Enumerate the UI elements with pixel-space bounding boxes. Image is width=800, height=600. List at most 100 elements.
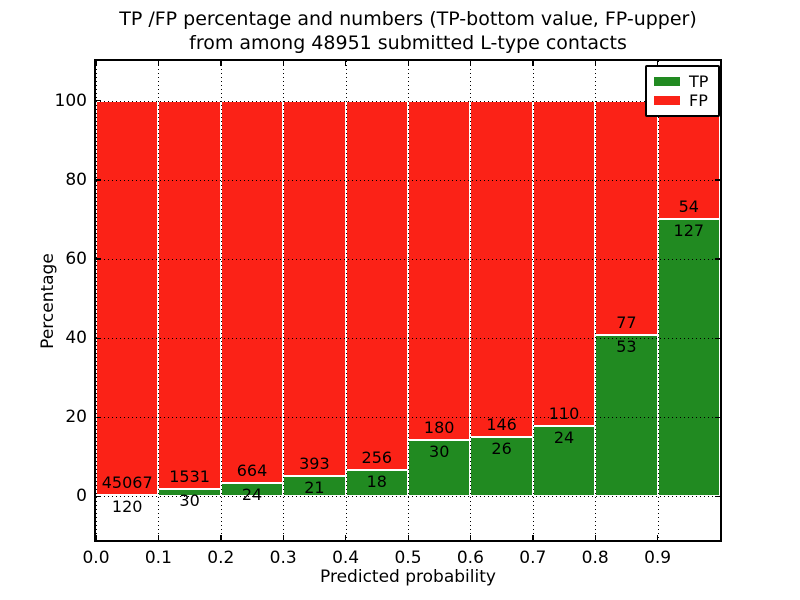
y-tick-mark-right [715, 495, 720, 498]
x-tick-mark [220, 535, 222, 540]
y-tick-label: 60 [65, 248, 87, 269]
y-tick-mark [96, 258, 101, 260]
gridline-vertical [532, 61, 534, 540]
annotation-tp-count: 127 [673, 220, 705, 240]
bar-segment-tp [595, 335, 658, 497]
plot-area: TP FP 45067 120 1531 30 664 24 393 21 256 18 180 30 1… [55, 59, 722, 568]
x-tick-label: 0.3 [269, 548, 297, 568]
gridline-vertical [470, 61, 472, 540]
x-tick-mark [532, 535, 534, 540]
x-tick-label: 0.4 [332, 548, 360, 568]
annotation-fp-count: 77 [616, 313, 637, 333]
annotation-fp-count: 256 [361, 448, 393, 468]
annotation-fp-count: 1531 [169, 466, 210, 486]
annotation-tp-count: 21 [304, 478, 325, 498]
y-tick-mark-right [715, 179, 720, 181]
bar-segment-fp [283, 100, 346, 477]
annotation-fp-count: 664 [236, 460, 268, 480]
bar-segment-tp [657, 218, 720, 497]
bar-segment-tp [470, 436, 533, 497]
y-tick-label: 20 [65, 407, 87, 428]
legend-item-tp: TP [654, 72, 718, 91]
gridline-vertical [657, 61, 659, 540]
x-tick-mark-top [594, 61, 597, 66]
y-tick-mark-right [715, 337, 720, 339]
x-tick-label: 0.5 [394, 548, 422, 568]
legend: TP FP [645, 65, 720, 117]
y-tick-mark [96, 100, 101, 102]
gridline-vertical [345, 61, 347, 540]
x-tick-label: 0.6 [456, 548, 484, 568]
bar-segment-fp [657, 100, 720, 219]
x-tick-mark [407, 535, 409, 540]
chart-title: TP /FP percentage and numbers (TP-bottom… [96, 7, 720, 55]
annotation-fp-count: 180 [423, 417, 455, 437]
chart-title-line2: from among 48951 submitted L-type contac… [189, 32, 627, 54]
y-tick-mark [96, 495, 101, 498]
gridline-vertical [220, 61, 222, 540]
bar-segment-fp [408, 100, 471, 440]
bar-segment-fp [220, 100, 284, 483]
y-axis-label: Percentage [38, 253, 58, 349]
annotation-fp-count: 146 [486, 414, 517, 434]
annotation-tp-count: 30 [179, 490, 200, 510]
bar-segment-fp [158, 100, 221, 489]
annotation-tp-count: 53 [616, 337, 637, 357]
bar-segment-tp [408, 439, 471, 497]
annotation-tp-count: 24 [241, 484, 263, 504]
y-tick-mark [96, 416, 101, 419]
annotation-tp-count: 30 [429, 441, 450, 461]
legend-label: FP [689, 90, 708, 110]
annotation-fp-count: 45067 [101, 473, 153, 493]
x-tick-mark-top [407, 61, 409, 66]
x-tick-mark [282, 535, 285, 540]
x-tick-mark [657, 535, 659, 540]
annotation-tp-count: 24 [553, 427, 575, 447]
y-tick-mark-right [715, 416, 720, 419]
bar-segment-tp [532, 425, 596, 497]
x-tick-mark-top [345, 61, 347, 66]
x-tick-label: 0.0 [82, 548, 110, 568]
x-tick-mark [95, 535, 97, 540]
x-tick-mark-top [532, 61, 534, 66]
annotation-tp-count: 26 [491, 438, 512, 458]
annotation-fp-count: 110 [548, 403, 580, 423]
x-tick-mark [157, 535, 160, 540]
bar-segment-fp [470, 100, 533, 437]
y-tick-label: 40 [65, 328, 87, 349]
x-tick-label: 0.8 [581, 548, 609, 568]
gridline-vertical [408, 61, 409, 540]
y-tick-mark [96, 337, 101, 339]
x-tick-mark [469, 535, 472, 540]
bar-segment-fp [96, 100, 159, 496]
y-tick-label: 100 [54, 90, 87, 111]
bar-segment-tp [345, 470, 408, 497]
gridline-vertical [595, 61, 597, 540]
legend-swatch-tp [654, 77, 680, 86]
x-tick-mark-top [157, 61, 160, 66]
legend-item-fp: FP [654, 91, 718, 110]
x-tick-mark-top [282, 61, 285, 66]
y-tick-mark-right [715, 258, 720, 260]
y-tick-label: 80 [65, 169, 87, 190]
x-tick-mark [594, 535, 597, 540]
legend-label: TP [689, 71, 709, 91]
x-tick-mark-top [657, 61, 659, 66]
x-tick-label: 0.7 [519, 548, 547, 568]
x-tick-label: 0.2 [207, 548, 235, 568]
annotation-fp-count: 393 [299, 454, 330, 474]
annotation-tp-count: 120 [111, 497, 143, 517]
gridline-vertical [283, 61, 285, 540]
y-tick-label: 0 [76, 486, 87, 507]
x-axis-label: Predicted probability [320, 567, 496, 587]
bar-segment-fp [345, 100, 408, 471]
bar-segment-fp [595, 100, 658, 336]
chart-title-line1: TP /FP percentage and numbers (TP-bottom… [119, 8, 697, 30]
annotation-tp-count: 18 [366, 472, 387, 492]
legend-swatch-fp [654, 96, 680, 105]
x-tick-mark [345, 535, 347, 540]
y-tick-mark [96, 179, 101, 181]
x-tick-mark-top [95, 61, 97, 66]
gridline-vertical [158, 61, 160, 540]
